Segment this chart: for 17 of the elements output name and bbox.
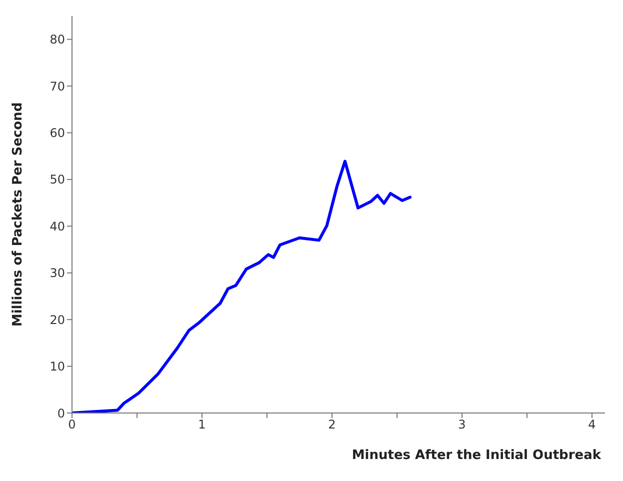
y-tick-label: 40 (50, 219, 65, 234)
y-tick-label: 70 (50, 79, 65, 94)
y-axis-title: Millions of Packets Per Second (10, 102, 26, 327)
y-tick-label: 0 (57, 406, 65, 420)
x-tick-label: 1 (198, 418, 206, 432)
y-tick-label: 50 (50, 172, 65, 187)
y-tick-label: 80 (50, 32, 65, 47)
y-tick-label: 10 (50, 360, 65, 374)
x-tick-label: 3 (458, 418, 466, 432)
x-tick-label: 2 (328, 418, 336, 432)
x-axis-title: Minutes After the Initial Outbreak (352, 448, 602, 463)
x-tick-label: 4 (588, 418, 596, 432)
y-tick-label: 20 (50, 312, 65, 327)
x-tick-label: 0 (68, 418, 76, 432)
y-tick-label: 30 (50, 266, 65, 280)
y-tick-label: 60 (50, 126, 65, 140)
line-series (72, 160, 412, 413)
